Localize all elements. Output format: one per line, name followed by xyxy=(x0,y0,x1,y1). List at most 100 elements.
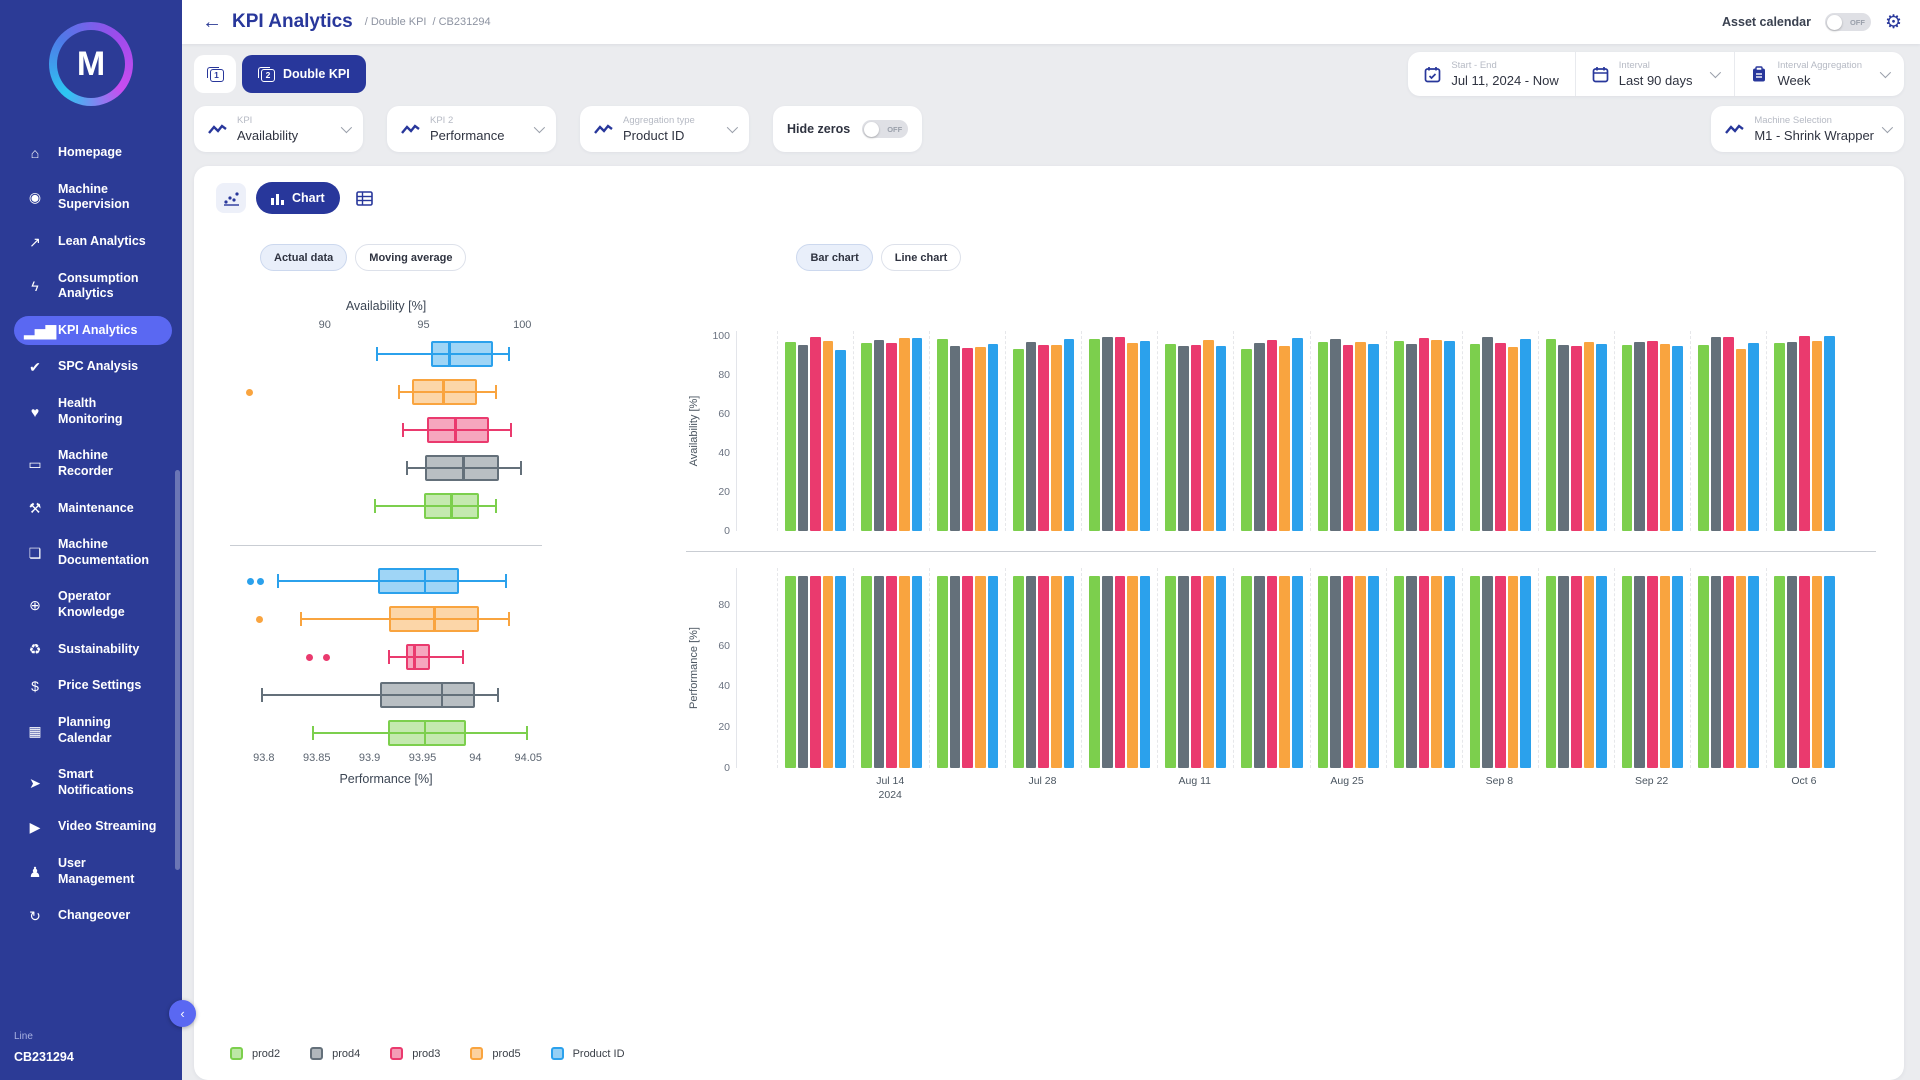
bar-prod2[interactable] xyxy=(937,576,948,768)
bar-prod4[interactable] xyxy=(1178,346,1189,531)
bar-prod3[interactable] xyxy=(962,347,973,531)
sidebar-item-maintenance[interactable]: ⚒ Maintenance xyxy=(14,494,172,524)
bar-prod4[interactable] xyxy=(1634,576,1646,768)
breadcrumb-double-kpi[interactable]: / Double KPI xyxy=(364,16,427,28)
bar-prod5[interactable] xyxy=(974,576,986,768)
bar-prod2[interactable] xyxy=(1697,344,1709,531)
bar-prod5[interactable] xyxy=(1127,576,1138,768)
sidebar-item-sustainability[interactable]: ♻ Sustainability xyxy=(14,635,172,665)
bar-chart-button[interactable]: Bar chart xyxy=(796,244,873,271)
bar-prod3[interactable] xyxy=(1723,576,1734,768)
sidebar-item-consumption-analytics[interactable]: ϟ Consumption Analytics xyxy=(14,264,172,309)
bar-product-id[interactable] xyxy=(835,349,847,531)
sidebar-item-spc-analysis[interactable]: ✔ SPC Analysis xyxy=(14,352,172,382)
bar-prod3[interactable] xyxy=(1266,576,1278,768)
bar-prod5[interactable] xyxy=(1431,339,1443,531)
bar-prod3[interactable] xyxy=(810,576,821,768)
box-prod3[interactable] xyxy=(405,644,430,670)
bar-prod5[interactable] xyxy=(1735,348,1747,531)
bar-prod2[interactable] xyxy=(1393,576,1405,768)
bar-prod4[interactable] xyxy=(1330,576,1341,768)
moving-average-button[interactable]: Moving average xyxy=(355,244,467,271)
outlier-point-prod3[interactable] xyxy=(322,653,330,661)
bar-prod4[interactable] xyxy=(797,576,809,768)
bar-prod3[interactable] xyxy=(1190,576,1202,768)
bar-prod3[interactable] xyxy=(1799,336,1810,531)
bar-prod2[interactable] xyxy=(1013,349,1024,531)
bar-prod2[interactable] xyxy=(1241,349,1253,531)
bar-prod5[interactable] xyxy=(1431,576,1443,768)
outlier-point-product-id[interactable] xyxy=(246,577,254,585)
bar-prod2[interactable] xyxy=(861,576,872,768)
start-end-field[interactable]: Start - End Jul 11, 2024 - Now xyxy=(1408,52,1574,96)
bar-prod4[interactable] xyxy=(949,345,961,531)
bar-prod4[interactable] xyxy=(1786,576,1798,768)
bar-prod3[interactable] xyxy=(1190,344,1202,531)
bar-prod4[interactable] xyxy=(1025,342,1037,531)
sidebar-item-lean-analytics[interactable]: ↗ Lean Analytics xyxy=(14,227,172,257)
bar-prod2[interactable] xyxy=(1469,576,1481,768)
sidebar-collapse-button[interactable]: ‹ xyxy=(169,1000,196,1027)
box-prod3[interactable] xyxy=(427,417,489,443)
bar-product-id[interactable] xyxy=(911,337,923,531)
box-prod2[interactable] xyxy=(387,720,466,746)
bar-product-id[interactable] xyxy=(1824,336,1836,531)
bar-product-id[interactable] xyxy=(1672,576,1683,768)
bar-prod4[interactable] xyxy=(949,576,961,768)
bar-prod3[interactable] xyxy=(1038,345,1050,531)
outlier-point-product-id[interactable] xyxy=(257,577,265,585)
box-prod4[interactable] xyxy=(380,682,476,708)
bar-prod2[interactable] xyxy=(1469,344,1481,531)
hide-zeros-toggle[interactable]: OFF xyxy=(862,120,909,138)
bar-prod4[interactable] xyxy=(1101,576,1113,768)
sidebar-item-machine-recorder[interactable]: ▭ Machine Recorder xyxy=(14,441,172,486)
bar-prod2[interactable] xyxy=(1089,339,1100,531)
bar-prod5[interactable] xyxy=(1355,576,1366,768)
bar-prod5[interactable] xyxy=(898,576,910,768)
bar-prod4[interactable] xyxy=(1254,576,1265,768)
bar-prod2[interactable] xyxy=(1393,340,1405,531)
bar-prod4[interactable] xyxy=(1406,344,1417,531)
bar-prod3[interactable] xyxy=(1418,576,1430,768)
kpi-dropdown[interactable]: KPI Availability xyxy=(194,106,363,152)
bar-prod2[interactable] xyxy=(1241,576,1253,768)
bar-product-id[interactable] xyxy=(911,576,923,768)
outlier-point-prod5[interactable] xyxy=(246,388,254,396)
bar-prod3[interactable] xyxy=(1342,345,1354,531)
bar-prod2[interactable] xyxy=(1545,576,1557,768)
bar-prod3[interactable] xyxy=(1494,576,1506,768)
bar-prod5[interactable] xyxy=(1051,576,1062,768)
bar-product-id[interactable] xyxy=(1520,339,1531,531)
bar-product-id[interactable] xyxy=(1215,576,1227,768)
bar-prod2[interactable] xyxy=(1089,576,1100,768)
bar-product-id[interactable] xyxy=(1063,338,1075,531)
bar-prod3[interactable] xyxy=(886,576,897,768)
sidebar-item-price-settings[interactable]: $ Price Settings xyxy=(14,671,172,701)
bar-product-id[interactable] xyxy=(1672,345,1683,531)
scatter-view-button[interactable] xyxy=(216,183,246,213)
bar-prod4[interactable] xyxy=(1710,576,1722,768)
bar-prod4[interactable] xyxy=(1558,345,1569,531)
bar-prod3[interactable] xyxy=(962,576,973,768)
bar-prod5[interactable] xyxy=(1507,346,1519,531)
bar-prod3[interactable] xyxy=(1114,576,1126,768)
legend-item-product-id[interactable]: Product ID xyxy=(550,1047,625,1060)
bar-prod2[interactable] xyxy=(1165,343,1176,531)
bar-prod3[interactable] xyxy=(1571,346,1582,531)
bar-product-id[interactable] xyxy=(1444,576,1455,768)
sidebar-item-smart-notifications[interactable]: ➤ Smart Notifications xyxy=(14,760,172,805)
sidebar-item-homepage[interactable]: ⌂ Homepage xyxy=(14,138,172,168)
bar-prod5[interactable] xyxy=(1051,345,1062,531)
bar-prod4[interactable] xyxy=(1786,341,1798,531)
bar-prod2[interactable] xyxy=(785,342,796,531)
bar-prod3[interactable] xyxy=(1723,337,1734,531)
sidebar-item-kpi-analytics[interactable]: ▂▅▇ KPI Analytics xyxy=(14,315,172,346)
interval-dropdown[interactable]: Interval Last 90 days xyxy=(1574,52,1735,96)
bar-prod5[interactable] xyxy=(1583,576,1595,768)
bar-prod4[interactable] xyxy=(1330,339,1341,531)
sidebar-item-changeover[interactable]: ↻ Changeover xyxy=(14,901,172,931)
bar-product-id[interactable] xyxy=(1824,576,1836,768)
kpi2-dropdown[interactable]: KPI 2 Performance xyxy=(387,106,556,152)
bar-product-id[interactable] xyxy=(1291,338,1303,531)
bar-prod4[interactable] xyxy=(1254,342,1265,531)
